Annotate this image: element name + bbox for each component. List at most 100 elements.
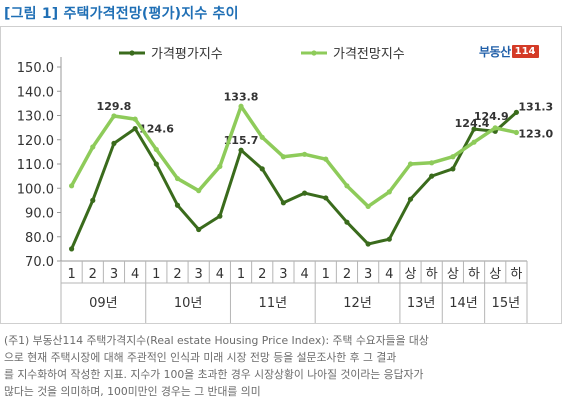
x-tick-label: 2: [173, 267, 181, 282]
data-point: [90, 197, 96, 203]
data-point: [174, 202, 181, 208]
data-point: [450, 154, 456, 160]
data-point: [111, 113, 117, 119]
data-point: [323, 156, 329, 162]
data-label: 124.9: [474, 110, 509, 123]
y-tick-label: 80.0: [25, 231, 54, 246]
data-point: [429, 173, 435, 179]
data-point: [386, 189, 392, 195]
data-label: 123.0: [518, 127, 553, 140]
x-tick-label: 1: [67, 267, 75, 282]
x-tick-label: 2: [258, 267, 266, 282]
legend-label: 가격전망지수: [333, 47, 405, 62]
data-point: [301, 151, 308, 157]
data-label: 131.3: [518, 100, 553, 113]
data-point: [344, 219, 350, 225]
x-tick-label: 상: [489, 267, 501, 282]
data-point: [492, 125, 498, 131]
data-point: [344, 183, 350, 189]
x-tick-label: 3: [110, 267, 118, 282]
data-point: [386, 236, 392, 242]
data-point: [174, 175, 181, 182]
data-point: [196, 226, 202, 233]
x-tick-label: 상: [405, 267, 417, 282]
x-tick-label: 3: [279, 267, 287, 282]
group-label: 12년: [343, 296, 372, 311]
series-line-price-evaluation: [70, 111, 518, 250]
logo-number: 114: [511, 44, 539, 58]
figure-title: [그림 1] 주택가격전망(평가)지수 추이: [4, 6, 239, 22]
legend-marker: [129, 50, 135, 56]
series-line-price-outlook: [70, 104, 517, 209]
x-tick-label: 3: [364, 267, 372, 282]
group-label: 14년: [449, 296, 478, 311]
data-point: [450, 166, 456, 172]
data-point: [259, 166, 265, 172]
y-tick-label: 140.0: [17, 85, 54, 100]
footnote-line: 많다는 것을 의미하며, 100미만인 경우는 그 반대를 의미: [4, 385, 261, 398]
x-tick-label: 하: [468, 267, 480, 282]
data-point: [132, 125, 138, 132]
data-label: 115.7: [224, 134, 259, 147]
x-tick-label: 4: [385, 267, 393, 282]
x-tick-label: 1: [237, 267, 245, 282]
footnote-line: 를 지수화하여 작성한 지표. 지수가 100을 초과한 경우 시장상황이 나아…: [4, 368, 424, 381]
logo-text: 부동산: [479, 44, 511, 59]
group-label: 09년: [89, 296, 118, 311]
group-label: 15년: [492, 296, 521, 311]
footnote-line: 으로 현재 주택시장에 대해 주관적인 인식과 미래 시장 전망 등을 설문조사…: [4, 351, 397, 364]
y-tick-label: 130.0: [17, 110, 54, 125]
footnote: (주1) 부동산114 주택가격지수(Real estate Housing P…: [4, 332, 564, 400]
y-tick-label: 100.0: [17, 182, 54, 197]
data-point: [365, 203, 371, 210]
data-point: [217, 163, 223, 170]
y-tick-label: 150.0: [17, 61, 54, 76]
data-point: [153, 146, 159, 153]
data-point: [153, 161, 159, 167]
data-point: [68, 183, 75, 189]
x-tick-label: 상: [447, 267, 459, 282]
data-point: [301, 190, 308, 196]
x-tick-label: 3: [195, 267, 203, 282]
chart-container: 70.0 80.0 90.0 100.0 110.0 120.0 130.0 140.0 150…: [0, 26, 562, 324]
data-point: [407, 161, 414, 167]
data-label: 129.8: [97, 100, 132, 113]
data-point: [407, 196, 414, 202]
data-point: [365, 241, 371, 247]
y-tick-label: 70.0: [25, 255, 54, 270]
data-point: [196, 188, 202, 194]
group-label: 11년: [259, 296, 288, 311]
group-label: 10년: [174, 296, 203, 311]
data-label: 124.6: [139, 123, 174, 136]
x-tick-label: 2: [343, 267, 351, 282]
data-point: [238, 147, 244, 153]
data-point: [280, 200, 287, 206]
x-tick-label: 하: [426, 267, 438, 282]
y-tick-label: 90.0: [25, 207, 54, 222]
legend-label: 가격평가지수: [151, 47, 223, 62]
y-tick-label: 120.0: [17, 134, 54, 149]
brand-logo: 부동산 114: [479, 43, 539, 59]
data-point: [68, 246, 75, 252]
y-tick-label: 110.0: [17, 158, 54, 173]
x-tick-label: 1: [322, 267, 330, 282]
data-point: [323, 195, 329, 201]
data-point: [132, 116, 138, 122]
data-point: [513, 129, 520, 136]
data-point: [111, 140, 117, 146]
data-point: [280, 154, 287, 160]
x-tick-label: 4: [300, 267, 308, 282]
data-point: [429, 160, 435, 166]
x-tick-label: 2: [89, 267, 97, 282]
x-tick-label: 하: [510, 267, 522, 282]
data-point: [471, 139, 477, 145]
x-tick-label: 1: [152, 267, 160, 282]
data-point: [471, 126, 477, 132]
data-point: [90, 144, 96, 150]
group-label: 13년: [407, 296, 436, 311]
x-tick-label: 4: [216, 267, 224, 282]
data-point: [513, 109, 520, 115]
footnote-line: (주1) 부동산114 주택가격지수(Real estate Housing P…: [4, 334, 429, 347]
data-point: [238, 103, 244, 109]
data-label: 133.8: [224, 90, 259, 103]
